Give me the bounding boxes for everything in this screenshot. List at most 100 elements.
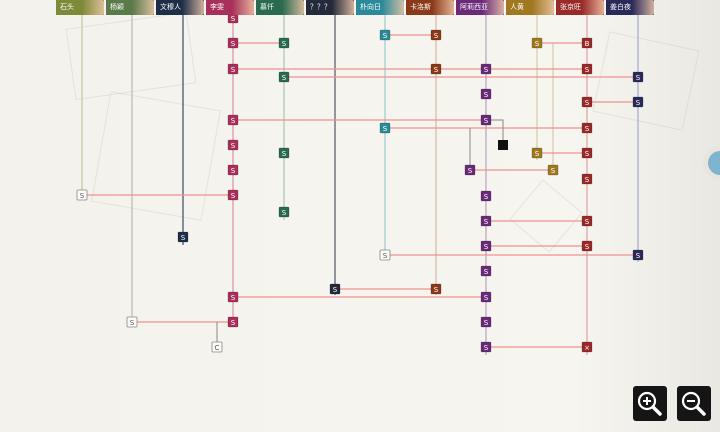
story-node xyxy=(480,88,492,100)
character-portrait xyxy=(282,0,304,15)
character-tab[interactable]: 李雯 xyxy=(206,0,254,15)
story-node-label: S xyxy=(434,66,439,74)
story-node xyxy=(480,291,492,303)
story-node-label: S xyxy=(282,150,287,158)
character-tab[interactable]: ？？？ xyxy=(306,0,354,15)
character-name: 杨颖 xyxy=(110,3,124,11)
side-menu-handle[interactable] xyxy=(703,146,720,180)
story-node xyxy=(227,164,239,176)
story-node-label: S xyxy=(231,167,236,175)
story-node xyxy=(379,122,391,134)
character-tab[interactable]: 姜白夜 xyxy=(606,0,654,15)
story-node xyxy=(480,114,492,126)
story-node xyxy=(480,190,492,202)
character-portrait xyxy=(432,0,454,15)
story-node xyxy=(126,316,138,328)
character-tab[interactable]: 阿莉西亚 xyxy=(456,0,504,15)
character-portrait xyxy=(382,0,404,15)
story-node xyxy=(227,189,239,201)
character-name: 张京旺 xyxy=(560,3,581,11)
story-node-label: S xyxy=(383,252,388,260)
story-node-label: S xyxy=(484,91,489,99)
story-node-label: S xyxy=(484,268,489,276)
character-portrait xyxy=(532,0,554,15)
character-tab[interactable]: 朴向日 xyxy=(356,0,404,15)
zoom-in-button[interactable] xyxy=(633,386,667,421)
story-node xyxy=(480,63,492,75)
character-tab[interactable]: 杨颖 xyxy=(106,0,154,15)
story-node xyxy=(211,341,223,353)
story-node-label: S xyxy=(585,218,590,226)
story-node-label: S xyxy=(231,319,236,327)
story-node xyxy=(278,71,290,83)
story-node xyxy=(430,63,442,75)
story-node-label: S xyxy=(484,294,489,302)
zoom-out-button[interactable] xyxy=(677,386,711,421)
story-node xyxy=(278,206,290,218)
story-node-label: S xyxy=(535,150,540,158)
zoom-out-icon xyxy=(681,391,706,416)
story-node xyxy=(480,215,492,227)
character-tab[interactable]: 卡洛斯 xyxy=(406,0,454,15)
story-node xyxy=(581,215,593,227)
story-node-label: S xyxy=(484,243,489,251)
story-node-label: B xyxy=(585,40,590,48)
story-node xyxy=(632,71,644,83)
story-node-label: S xyxy=(468,167,473,175)
character-portrait xyxy=(82,0,104,15)
story-node xyxy=(581,173,593,185)
story-node-label: S xyxy=(551,167,556,175)
character-portrait xyxy=(582,0,604,15)
character-tab[interactable]: 慕仟 xyxy=(256,0,304,15)
globe-icon xyxy=(708,151,720,175)
locked-node xyxy=(498,140,508,150)
character-name: 石头 xyxy=(60,3,74,11)
story-node-label: S xyxy=(484,218,489,226)
character-tab[interactable]: 张京旺 xyxy=(556,0,604,15)
story-node-label: S xyxy=(231,192,236,200)
story-node-label: S xyxy=(231,40,236,48)
character-portrait xyxy=(182,0,204,15)
character-tab[interactable]: 文穆人 xyxy=(156,0,204,15)
character-name: ？？？ xyxy=(310,3,331,11)
character-header: 石头 杨颖 文穆人 李雯 慕仟 ？？？ 朴向日 卡洛斯 阿莉西亚 人黄 张京旺 姜白夜 xyxy=(56,0,654,15)
story-node xyxy=(581,63,593,75)
story-node xyxy=(227,316,239,328)
story-node xyxy=(430,29,442,41)
story-node xyxy=(581,122,593,134)
story-node-label: S xyxy=(130,319,135,327)
story-node-label: S xyxy=(383,125,388,133)
story-node xyxy=(329,283,341,295)
story-node-label: × xyxy=(584,344,590,352)
story-node-label: S xyxy=(80,192,85,200)
story-node-label: S xyxy=(585,176,590,184)
story-node xyxy=(547,164,559,176)
story-node xyxy=(531,37,543,49)
character-name: 朴向日 xyxy=(360,3,381,11)
story-node-label: S xyxy=(231,66,236,74)
story-node xyxy=(464,164,476,176)
story-node-label: S xyxy=(282,209,287,217)
character-tab[interactable]: 石头 xyxy=(56,0,104,15)
story-node xyxy=(581,240,593,252)
story-node-label: S xyxy=(585,150,590,158)
story-node xyxy=(227,114,239,126)
story-node-label: S xyxy=(333,286,338,294)
character-tab[interactable]: 人黄 xyxy=(506,0,554,15)
story-node xyxy=(480,316,492,328)
story-node-label: S xyxy=(535,40,540,48)
character-portrait xyxy=(482,0,504,15)
connector-line xyxy=(486,119,504,145)
story-node-label: S xyxy=(484,319,489,327)
story-node xyxy=(379,249,391,261)
story-node xyxy=(278,37,290,49)
story-node-label: S xyxy=(484,66,489,74)
story-node-label: S xyxy=(231,117,236,125)
story-node xyxy=(227,37,239,49)
story-node xyxy=(581,96,593,108)
story-node-label: S xyxy=(585,66,590,74)
character-name: 人黄 xyxy=(510,3,524,11)
story-node-label: S xyxy=(585,243,590,251)
story-node-label: S xyxy=(636,252,641,260)
